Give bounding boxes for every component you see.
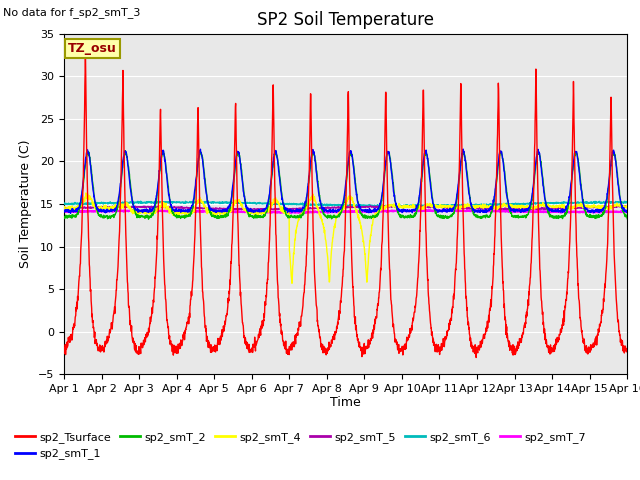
X-axis label: Time: Time xyxy=(330,396,361,408)
Text: No data for f_sp2_smT_3: No data for f_sp2_smT_3 xyxy=(3,7,141,18)
Title: SP2 Soil Temperature: SP2 Soil Temperature xyxy=(257,11,434,29)
Text: TZ_osu: TZ_osu xyxy=(68,42,116,55)
Y-axis label: Soil Temperature (C): Soil Temperature (C) xyxy=(19,140,33,268)
Legend: sp2_Tsurface, sp2_smT_1, sp2_smT_2, sp2_smT_4, sp2_smT_5, sp2_smT_6, sp2_smT_7: sp2_Tsurface, sp2_smT_1, sp2_smT_2, sp2_… xyxy=(11,428,590,464)
